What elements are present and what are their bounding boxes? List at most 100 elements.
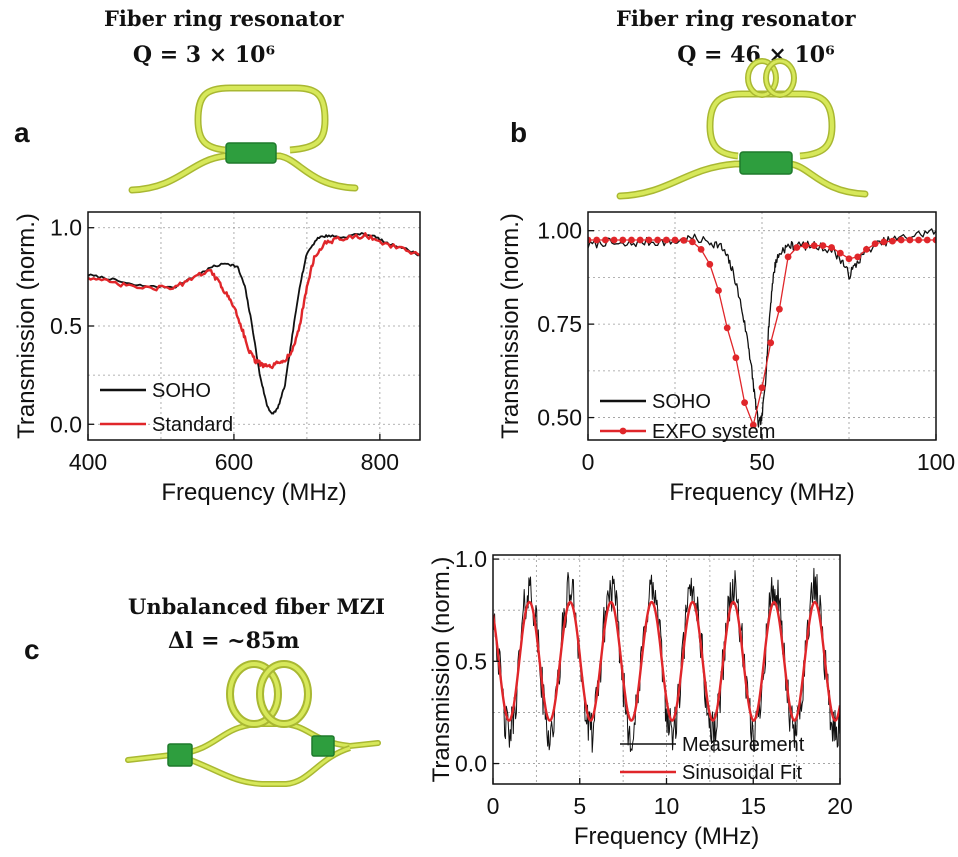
- ticks: 400 600 800 0.0 0.5 1.0: [50, 215, 399, 475]
- y-tick-label: 1.0: [50, 215, 82, 241]
- data-point: [871, 240, 879, 248]
- x-axis-label: Frequency (MHz): [161, 479, 346, 506]
- y-axis-label: Transmission (norm.): [428, 557, 455, 783]
- panel-b-letter: b: [510, 117, 528, 148]
- panel-a-heading: Fiber ring resonator: [104, 6, 344, 31]
- legend-label: SOHO: [652, 391, 711, 413]
- data-point: [654, 236, 661, 244]
- panel-c-letter: c: [24, 634, 40, 665]
- x-tick-label: 400: [69, 449, 107, 475]
- x-tick-label: 100: [917, 449, 955, 475]
- legend: SOHO EXFO system: [600, 391, 775, 443]
- chart-b: 0 50 100 0.50 0.75 1.00 Frequency (MHz) Transmi…: [497, 211, 955, 506]
- data-point: [628, 236, 635, 244]
- coupler-c-left: [167, 743, 193, 767]
- data-point: [732, 354, 740, 362]
- y-tick-label: 0.5: [50, 313, 82, 339]
- y-axis-label: Transmission (norm.): [13, 213, 40, 439]
- coupler-a: [225, 142, 277, 164]
- series-line-soho: [88, 232, 420, 415]
- data-point: [897, 236, 905, 244]
- y-tick-label: 0.50: [537, 405, 582, 431]
- x-tick-label: 0: [582, 449, 595, 475]
- x-tick-label: 50: [749, 449, 775, 475]
- chart-c: 0 5 10 15 20 0.0 0.5 1.0 Frequency (MHz) Transmis…: [428, 546, 853, 850]
- x-tick-label: 0: [487, 793, 500, 819]
- data-point: [784, 253, 792, 261]
- y-tick-label: 0.0: [455, 751, 487, 777]
- legend-label: EXFO system: [652, 421, 775, 443]
- x-tick-label: 15: [740, 793, 766, 819]
- data-point: [845, 255, 853, 263]
- coupler-b: [739, 151, 793, 175]
- data-point: [749, 421, 757, 429]
- coupler-c-right: [311, 735, 335, 757]
- data-point: [836, 249, 844, 257]
- data-point: [915, 236, 922, 244]
- data-point: [854, 253, 862, 261]
- data-point: [880, 238, 888, 246]
- x-axis-label: Frequency (MHz): [669, 479, 854, 506]
- legend-marker: [619, 427, 627, 435]
- data-point: [706, 260, 714, 268]
- y-tick-label: 1.00: [537, 218, 582, 244]
- data-point: [810, 242, 818, 250]
- data-point: [776, 305, 783, 313]
- legend-label: Standard: [152, 414, 233, 436]
- data-point: [680, 237, 688, 244]
- ticks: 0 5 10 15 20 0.0 0.5 1.0: [455, 546, 853, 819]
- series-group: [588, 228, 936, 429]
- data-point: [588, 236, 592, 244]
- ticks: 0 50 100 0.50 0.75 1.00: [537, 218, 955, 475]
- x-tick-label: 5: [573, 793, 586, 819]
- data-point: [645, 236, 653, 244]
- x-tick-label: 10: [654, 793, 680, 819]
- data-point: [828, 244, 835, 251]
- grid: [588, 212, 936, 440]
- data-point: [671, 236, 679, 244]
- chart-a: 400 600 800 0.0 0.5 1.0 Frequency (MHz) Transmi…: [13, 211, 421, 506]
- data-point: [889, 237, 896, 245]
- series-line-measurement: [493, 567, 840, 753]
- data-point: [715, 287, 722, 294]
- x-axis-label: Frequency (MHz): [574, 823, 759, 850]
- series-group: [88, 232, 420, 415]
- y-tick-label: 0.5: [455, 648, 487, 674]
- data-point: [767, 339, 775, 347]
- y-tick-label: 1.0: [455, 546, 487, 572]
- y-tick-label: 0.75: [537, 311, 582, 337]
- y-tick-label: 0.0: [50, 411, 82, 437]
- legend: Measurement Sinusoidal Fit: [620, 734, 805, 784]
- x-tick-label: 600: [215, 449, 253, 475]
- series-line-sinusoidal-fit: [493, 600, 840, 722]
- legend-label: Measurement: [682, 734, 805, 756]
- grid: [88, 212, 420, 440]
- data-point: [619, 236, 627, 244]
- data-point: [802, 242, 809, 250]
- fiber-ring-illustration-b: [616, 58, 869, 200]
- series-line-standard: [88, 232, 420, 370]
- data-point: [610, 236, 618, 244]
- x-tick-label: 20: [827, 793, 853, 819]
- x-tick-label: 800: [361, 449, 399, 475]
- data-point: [932, 236, 936, 244]
- data-point: [793, 244, 801, 251]
- data-point: [689, 238, 696, 246]
- series-group: [493, 567, 840, 753]
- legend: SOHO Standard: [100, 380, 233, 436]
- panel-c-formula: Δl = ~85m: [168, 628, 300, 654]
- data-point: [819, 242, 827, 250]
- data-point: [636, 236, 644, 244]
- fiber-mzi-illustration: [125, 660, 381, 787]
- data-point: [923, 236, 931, 244]
- y-axis-label: Transmission (norm.): [497, 213, 524, 439]
- data-point: [602, 236, 609, 244]
- data-point: [906, 236, 914, 244]
- plot-frame: [587, 211, 937, 441]
- legend-label: SOHO: [152, 380, 211, 402]
- panel-a-letter: a: [14, 117, 30, 148]
- data-point: [741, 399, 748, 407]
- data-point: [758, 384, 766, 392]
- fiber-ring-illustration-a: [128, 84, 359, 194]
